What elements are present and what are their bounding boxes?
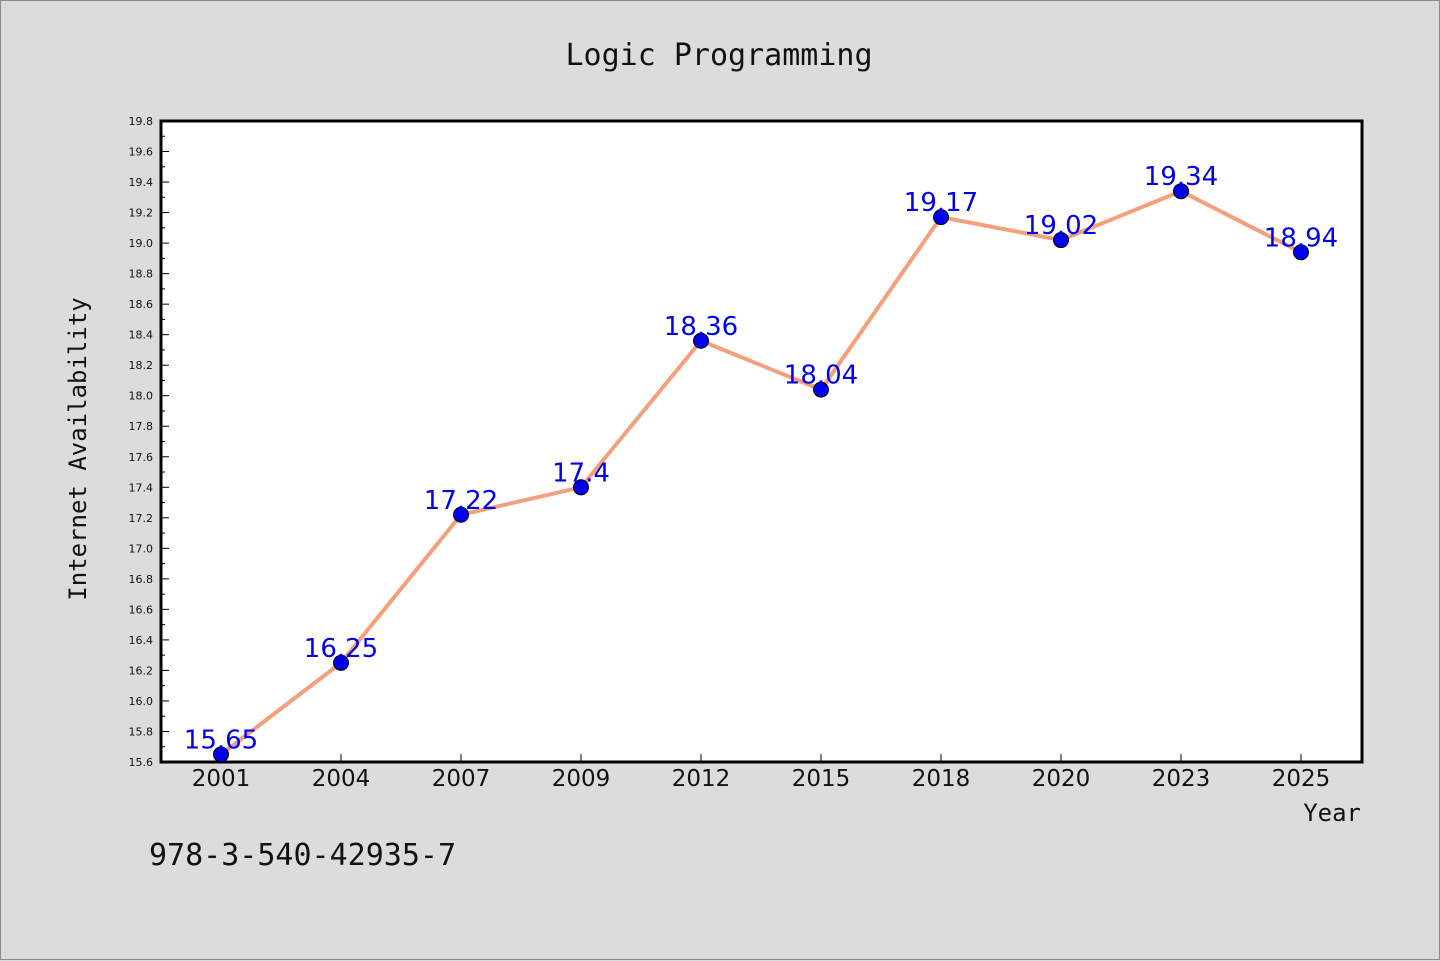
data-point <box>213 746 229 763</box>
y-tick-label: 19.0 <box>129 237 154 250</box>
data-point <box>1053 232 1069 249</box>
data-label: 18.36 <box>664 312 738 342</box>
data-label: 19.34 <box>1144 162 1218 192</box>
data-label: 16.25 <box>304 634 378 664</box>
x-tick-label: 2004 <box>312 766 371 792</box>
y-tick-label: 19.8 <box>129 115 154 128</box>
x-tick-label: 2015 <box>792 766 851 792</box>
y-tick-label: 16.2 <box>129 664 154 677</box>
data-point <box>693 332 709 349</box>
y-tick-label: 15.6 <box>129 756 154 769</box>
data-point <box>573 479 589 496</box>
data-label: 15.65 <box>184 725 258 755</box>
x-tick-label: 2020 <box>1032 766 1091 792</box>
y-tick-label: 18.6 <box>129 298 154 311</box>
data-point <box>933 209 949 226</box>
y-tick-label: 19.4 <box>129 176 154 189</box>
data-label: 18.04 <box>784 361 858 391</box>
data-label: 18.94 <box>1264 223 1338 253</box>
y-tick-label: 17.2 <box>129 512 154 525</box>
data-point <box>453 506 469 523</box>
y-tick-label: 16.8 <box>129 573 154 586</box>
data-label: 19.17 <box>904 188 978 218</box>
x-tick-label: 2009 <box>552 766 611 792</box>
y-tick-label: 17.8 <box>129 420 154 433</box>
x-tick-label: 2012 <box>672 766 731 792</box>
data-point <box>333 654 349 671</box>
data-point <box>813 381 829 398</box>
y-tick-label: 18.2 <box>129 359 154 372</box>
y-tick-label: 16.6 <box>129 603 154 616</box>
isbn-footer: 978-3-540-42935-7 <box>149 838 456 873</box>
y-tick-label: 17.4 <box>129 481 154 494</box>
x-axis-label: Year <box>1303 799 1361 827</box>
y-tick-label: 15.8 <box>129 725 154 738</box>
y-tick-label: 19.6 <box>129 146 154 159</box>
y-tick-label: 16.0 <box>129 695 154 708</box>
y-axis: 15.6 15.8 16.0 16.2 16.4 16.6 16.8 17.0 17.2 17.4… <box>129 115 169 769</box>
data-point <box>1293 244 1309 261</box>
y-tick-label: 18.0 <box>129 390 154 403</box>
x-tick-label: 2025 <box>1272 766 1331 792</box>
y-tick-label: 16.4 <box>129 634 154 647</box>
y-tick-label: 19.2 <box>129 207 154 220</box>
chart-title: Logic Programming <box>565 38 872 73</box>
data-label: 19.02 <box>1024 211 1098 241</box>
series-line <box>219 189 1302 756</box>
plot-area <box>159 119 1364 764</box>
x-tick-label: 2023 <box>1152 766 1211 792</box>
data-point <box>1173 183 1189 200</box>
x-axis: 2001 2004 2007 2009 2012 2015 2018 2020 2023 2025 <box>192 754 1331 792</box>
x-tick-label: 2018 <box>912 766 971 792</box>
y-axis-label: Internet Availability <box>64 297 92 600</box>
y-tick-label: 18.4 <box>129 329 154 342</box>
x-tick-label: 2007 <box>432 766 491 792</box>
y-tick-label: 17.0 <box>129 542 154 555</box>
data-label: 17.4 <box>552 458 610 488</box>
x-tick-label: 2001 <box>192 766 251 792</box>
y-tick-label: 18.8 <box>129 268 154 281</box>
series-layer: 15.65 16.25 17.22 17.4 18.36 18.04 19.17 19.02 1… <box>184 162 1338 763</box>
y-tick-label: 17.6 <box>129 451 154 464</box>
data-label: 17.22 <box>424 486 498 516</box>
